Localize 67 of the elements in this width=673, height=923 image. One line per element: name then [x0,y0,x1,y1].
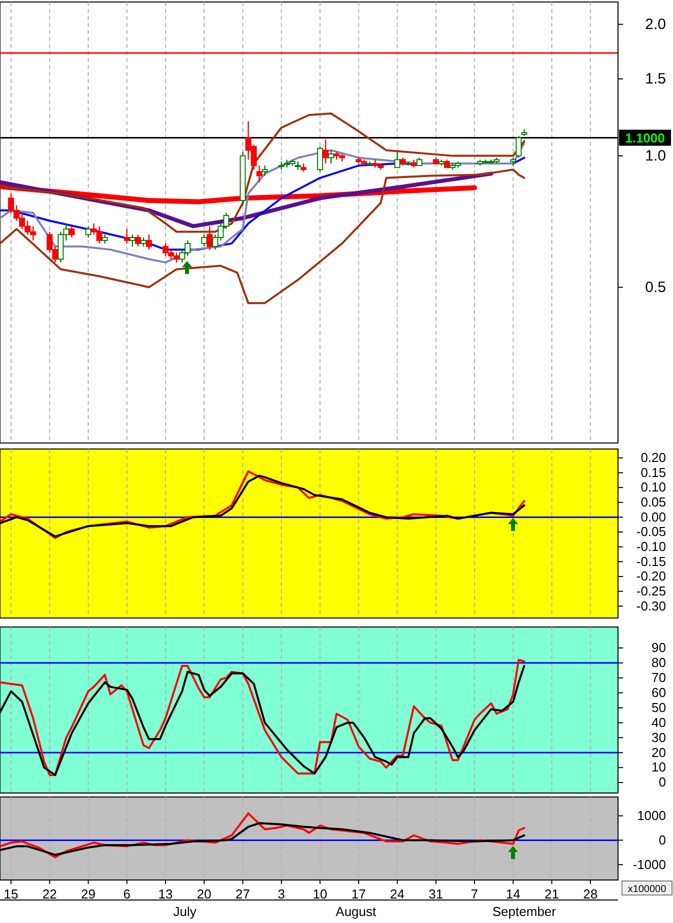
candlestick [124,228,130,244]
candlestick [201,234,208,248]
text: x100000 [628,884,667,895]
y-tick-label: 2.0 [645,16,666,34]
x-tick-label: 13 [158,886,173,902]
x-tick-label: 27 [236,886,250,902]
line-series [0,168,526,304]
y-tick-label: 70 [652,670,666,686]
x-tick-label: 29 [81,886,96,902]
x-tick-label: 7 [470,886,478,902]
y-tick-label: 0 [658,832,666,848]
candlestick [317,146,324,172]
x-tick-label: 10 [312,886,328,902]
candlestick [262,164,268,176]
y-tick-label: 40 [652,714,666,730]
y-tick-label: -0.30 [636,598,666,614]
y-tick-label: 1.0 [645,148,666,165]
candlestick [322,138,329,164]
y-tick-label: -0.05 [636,524,666,540]
y-tick-label: 20 [652,744,666,760]
candlestick [134,234,141,248]
x-tick-label: 14 [506,886,520,902]
x-tick-label: 31 [428,886,444,902]
candlestick [516,135,522,158]
y-tick-label: 0.15 [640,464,666,480]
line-series [0,812,526,858]
x-tick-label: 20 [196,886,212,902]
y-tick-label: 0.00 [640,509,666,524]
x-tick-label: 3 [278,886,286,902]
candlestick [206,226,213,250]
x-tick-label: 21 [544,886,560,902]
x-tick-label: 6 [123,886,131,902]
x-tick-label: 24 [390,886,405,902]
y-tick-label: 0.05 [640,494,666,510]
y-tick-label: -0.15 [636,554,666,569]
y-tick-label: 0.20 [640,450,666,466]
y-tick-label: 80 [652,655,666,670]
y-tick-label: 30 [652,730,666,745]
y-tick-label: 1.5 [645,70,666,88]
text: September [492,904,557,919]
y-tick-label: -0.10 [636,539,666,554]
y-tick-label: 0.5 [645,279,666,296]
y-tick-label: 0.10 [640,480,666,495]
y-tick-label: -0.25 [636,583,666,598]
y-tick-label: -1000 [632,856,666,872]
x-tick-label: 22 [42,886,57,902]
y-tick-label: 1000 [637,808,666,823]
y-tick-label: -0.20 [636,568,666,584]
x-tick-label: 17 [351,886,366,902]
ref-line-label: 1.1000 [625,130,665,146]
y-tick-label: 90 [652,640,666,656]
x-tick-label: 15 [4,886,18,902]
candlestick [129,234,136,248]
candlestick [85,226,92,238]
y-tick-label: 60 [652,684,666,700]
candlestick [328,150,334,164]
text: August [336,904,377,919]
candlestick [146,234,152,250]
y-tick-label: 0 [658,774,666,790]
y-tick-label: 10 [652,760,666,775]
y-tick-label: 50 [652,700,666,715]
line-series [0,142,526,264]
x-tick-label: 28 [583,886,598,902]
text: July [173,904,197,919]
line-series [0,112,526,233]
candlestick [68,226,75,238]
candlestick [394,151,400,168]
